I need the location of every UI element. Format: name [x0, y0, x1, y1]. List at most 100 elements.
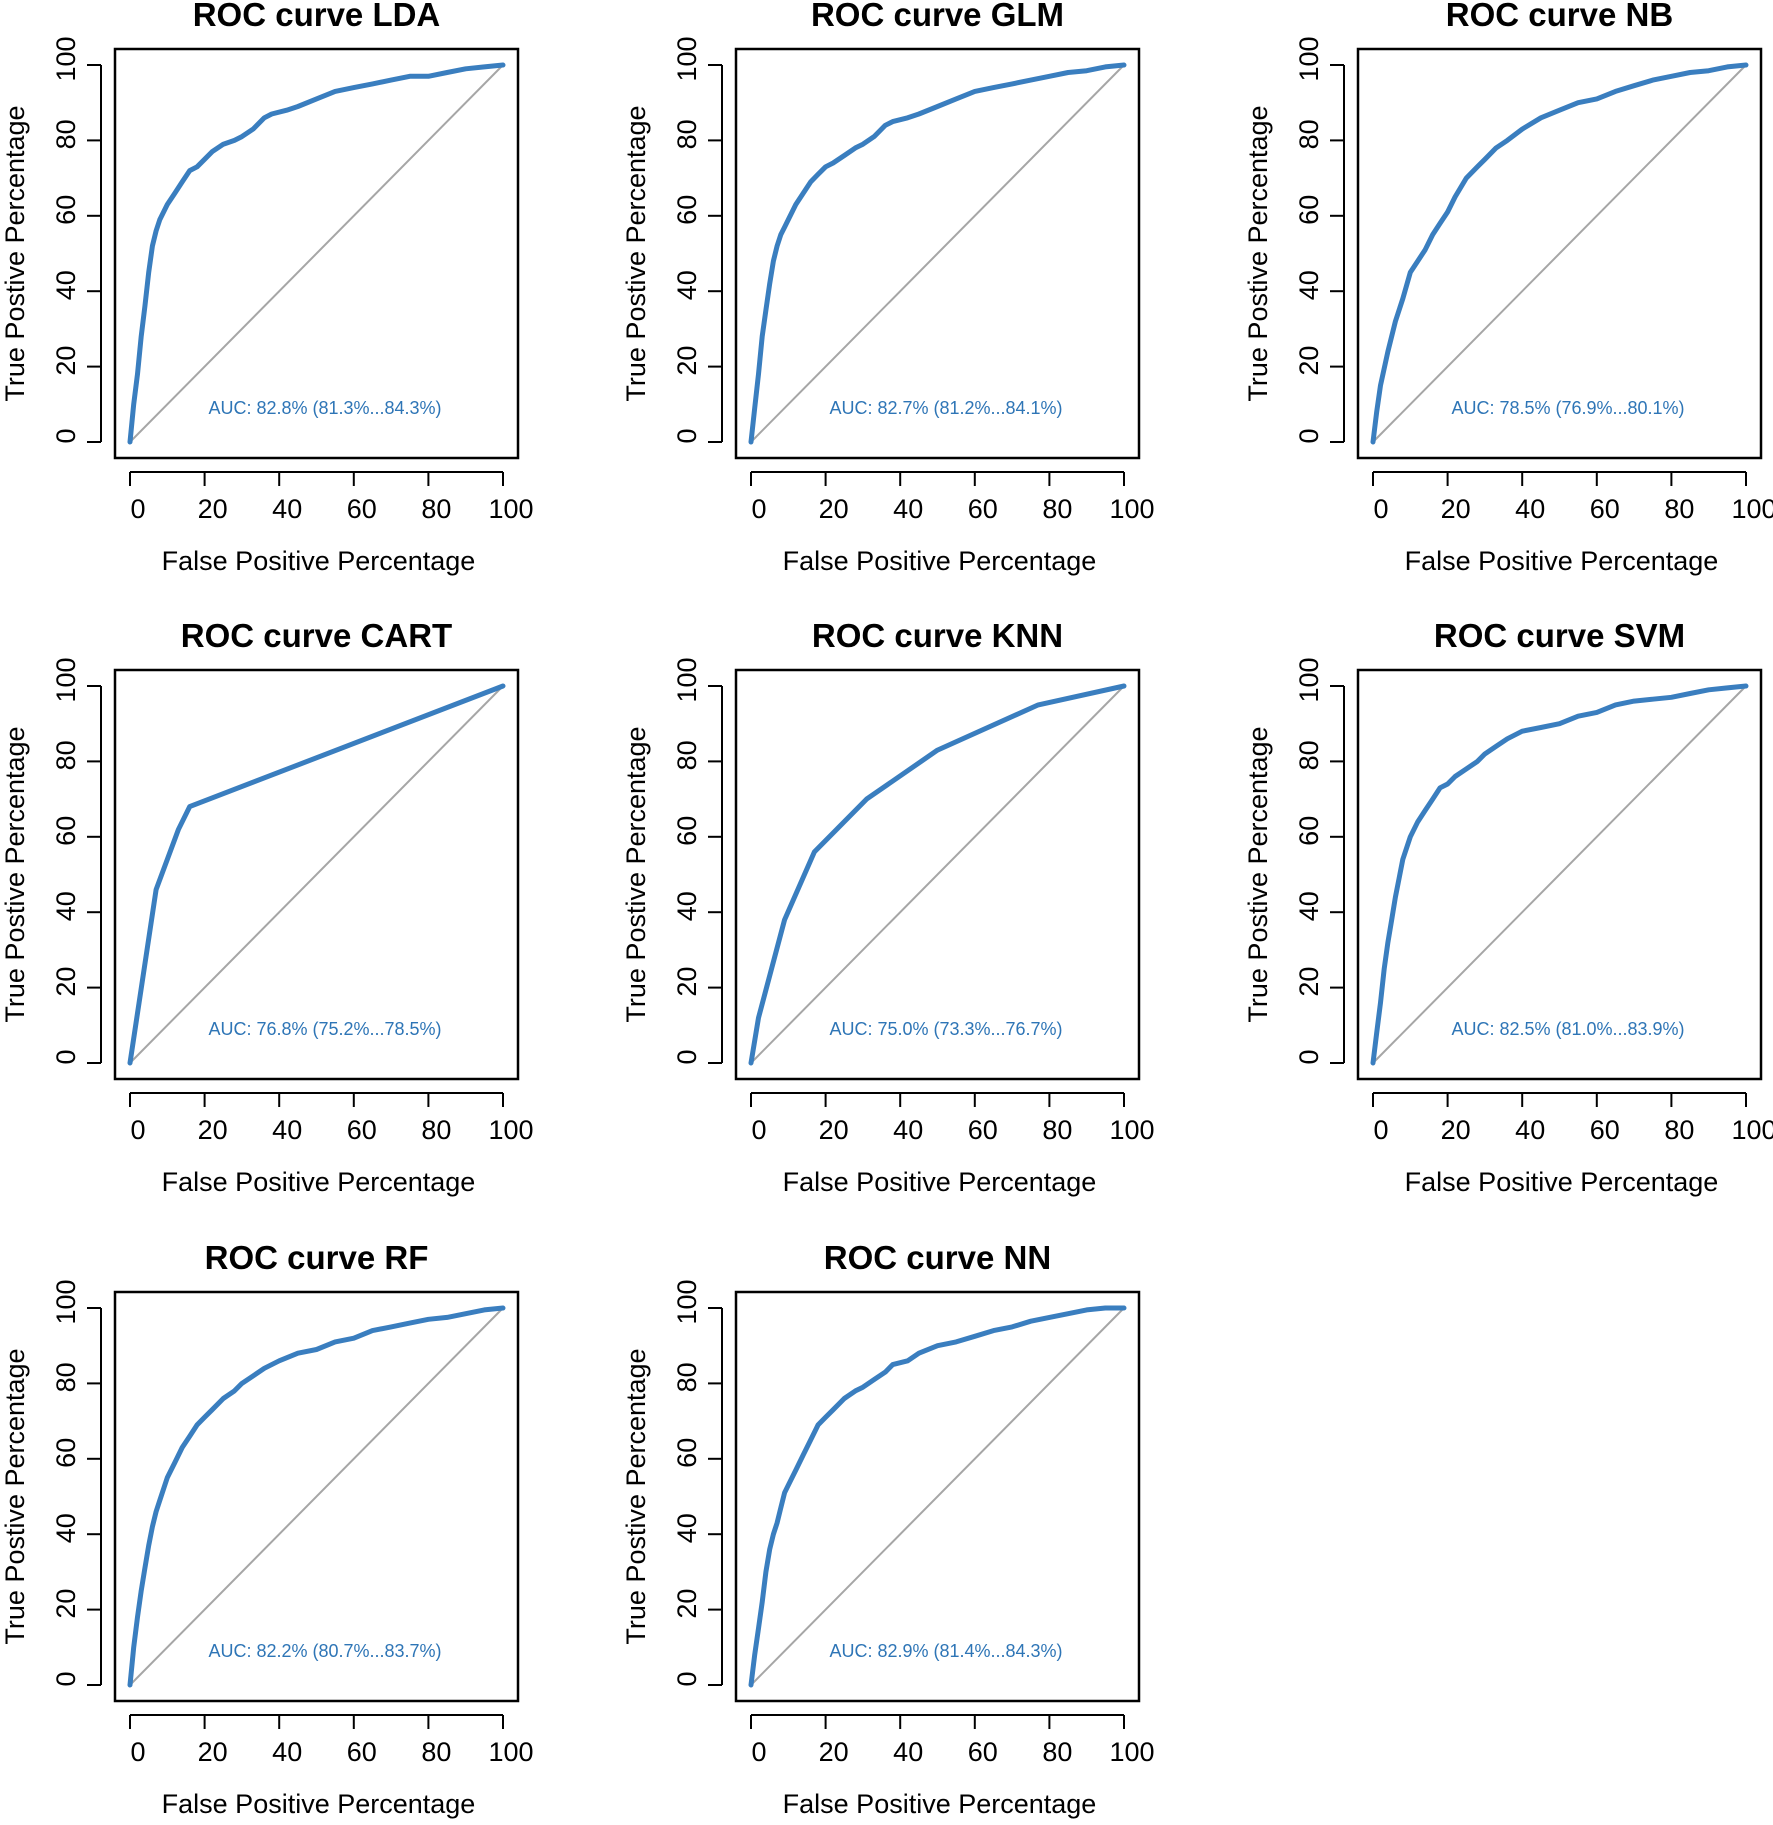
x-tick-label: 60 — [347, 494, 377, 524]
x-tick-label: 20 — [819, 1737, 849, 1767]
x-tick-label: 40 — [272, 494, 302, 524]
plot-frame — [734, 1290, 1141, 1703]
y-tick-label: 60 — [51, 816, 81, 846]
auc-annotation: AUC: 78.5% (76.9%...80.1%) — [1451, 398, 1684, 418]
y-tick-label: 80 — [1294, 119, 1324, 149]
y-tick-label: 80 — [672, 1362, 702, 1392]
plot-frame — [734, 47, 1141, 460]
auc-annotation: AUC: 82.2% (80.7%...83.7%) — [208, 1641, 441, 1661]
x-axis-label: False Positive Percentage — [162, 546, 476, 576]
x-tick-label: 40 — [893, 1115, 923, 1145]
x-tick-label: 20 — [198, 1737, 228, 1767]
x-tick-label: 100 — [1109, 1115, 1154, 1145]
chart-panel: ROC curve KNN 0 20 40 60 80 100 0 20 40 60 80 100 Fal… — [621, 617, 1155, 1197]
diagonal-reference-line — [1372, 64, 1747, 443]
x-axis-label: False Positive Percentage — [1405, 1167, 1719, 1197]
x-tick-label: 20 — [198, 494, 228, 524]
y-tick-label: 80 — [51, 1362, 81, 1392]
roc-curve-line — [1370, 683, 1749, 1066]
auc-annotation: AUC: 82.5% (81.0%...83.9%) — [1451, 1019, 1684, 1039]
chart-title: ROC curve LDA — [193, 0, 441, 33]
roc-curve-line — [127, 1305, 506, 1688]
x-tick-label: 100 — [488, 1115, 533, 1145]
y-tick-label: 60 — [672, 1438, 702, 1468]
chart-panel: ROC curve SVM 0 20 40 60 80 100 0 20 40 60 80 100 Fal… — [1243, 617, 1773, 1197]
roc-curve-line — [748, 62, 1127, 445]
y-axis-label: True Postive Percentage — [0, 726, 30, 1022]
chart-title: ROC curve RF — [205, 1239, 429, 1276]
chart-title: ROC curve NB — [1446, 0, 1673, 33]
x-tick-label: 0 — [130, 1115, 145, 1145]
roc-curve-line — [127, 62, 506, 445]
diagonal-reference-line — [750, 64, 1125, 443]
x-axis-label: False Positive Percentage — [1405, 546, 1719, 576]
plot-frame — [1356, 47, 1763, 460]
x-axis-label: False Positive Percentage — [162, 1167, 476, 1197]
x-tick-label: 20 — [819, 1115, 849, 1145]
x-tick-label: 0 — [751, 494, 766, 524]
y-tick-label: 100 — [51, 1279, 81, 1324]
x-tick-label: 0 — [1373, 494, 1388, 524]
chart-panel: ROC curve NN 0 20 40 60 80 100 0 20 40 60 80 100 Fals… — [621, 1239, 1155, 1819]
y-tick-label: 80 — [672, 740, 702, 770]
x-tick-label: 40 — [272, 1115, 302, 1145]
y-axis-label: True Postive Percentage — [1243, 726, 1273, 1022]
chart-panel: ROC curve RF 0 20 40 60 80 100 0 20 40 60 80 100 Fals… — [0, 1239, 534, 1819]
x-axis-label: False Positive Percentage — [783, 546, 1097, 576]
x-tick-label: 80 — [421, 1737, 451, 1767]
y-tick-label: 60 — [1294, 816, 1324, 846]
x-tick-label: 0 — [130, 494, 145, 524]
y-tick-label: 0 — [1294, 428, 1324, 443]
x-tick-label: 80 — [1042, 1737, 1072, 1767]
x-axis-label: False Positive Percentage — [162, 1789, 476, 1819]
roc-curve-line — [127, 683, 506, 1066]
x-tick-label: 20 — [198, 1115, 228, 1145]
x-tick-label: 100 — [488, 494, 533, 524]
y-tick-label: 40 — [51, 1513, 81, 1543]
x-tick-label: 20 — [819, 494, 849, 524]
y-tick-label: 20 — [51, 346, 81, 376]
x-tick-label: 80 — [1664, 494, 1694, 524]
y-tick-label: 60 — [51, 1438, 81, 1468]
y-axis-label: True Postive Percentage — [621, 105, 651, 401]
y-tick-label: 20 — [1294, 346, 1324, 376]
chart-panel: ROC curve GLM 0 20 40 60 80 100 0 20 40 60 80 100 Fal… — [621, 0, 1155, 576]
x-tick-label: 100 — [1731, 1115, 1773, 1145]
roc-curve-line — [1370, 62, 1749, 445]
chart-title: ROC curve CART — [181, 617, 452, 654]
y-tick-label: 0 — [672, 1049, 702, 1064]
diagonal-reference-line — [1372, 685, 1747, 1064]
auc-annotation: AUC: 75.0% (73.3%...76.7%) — [829, 1019, 1062, 1039]
x-tick-label: 40 — [1515, 1115, 1545, 1145]
plot-frame — [734, 668, 1141, 1081]
auc-annotation: AUC: 82.9% (81.4%...84.3%) — [829, 1641, 1062, 1661]
roc-curve-line — [748, 1305, 1127, 1688]
y-axis-label: True Postive Percentage — [621, 1348, 651, 1644]
x-tick-label: 60 — [968, 1737, 998, 1767]
diagonal-reference-line — [129, 685, 504, 1064]
x-tick-label: 100 — [1109, 1737, 1154, 1767]
x-tick-label: 0 — [751, 1115, 766, 1145]
chart-title: ROC curve SVM — [1434, 617, 1685, 654]
x-tick-label: 80 — [1042, 494, 1072, 524]
y-tick-label: 0 — [51, 1671, 81, 1686]
x-tick-label: 100 — [1109, 494, 1154, 524]
x-tick-label: 60 — [347, 1737, 377, 1767]
diagonal-reference-line — [129, 64, 504, 443]
x-tick-label: 80 — [1042, 1115, 1072, 1145]
chart-title: ROC curve GLM — [811, 0, 1064, 33]
x-tick-label: 60 — [1590, 494, 1620, 524]
x-tick-label: 80 — [421, 494, 451, 524]
y-tick-label: 40 — [51, 270, 81, 300]
x-tick-label: 100 — [1731, 494, 1773, 524]
y-tick-label: 100 — [672, 1279, 702, 1324]
diagonal-reference-line — [129, 1307, 504, 1686]
y-tick-label: 100 — [672, 36, 702, 81]
y-axis-label: True Postive Percentage — [0, 105, 30, 401]
x-tick-label: 40 — [893, 1737, 923, 1767]
y-tick-label: 80 — [51, 740, 81, 770]
y-tick-label: 40 — [672, 270, 702, 300]
y-tick-label: 40 — [51, 891, 81, 921]
